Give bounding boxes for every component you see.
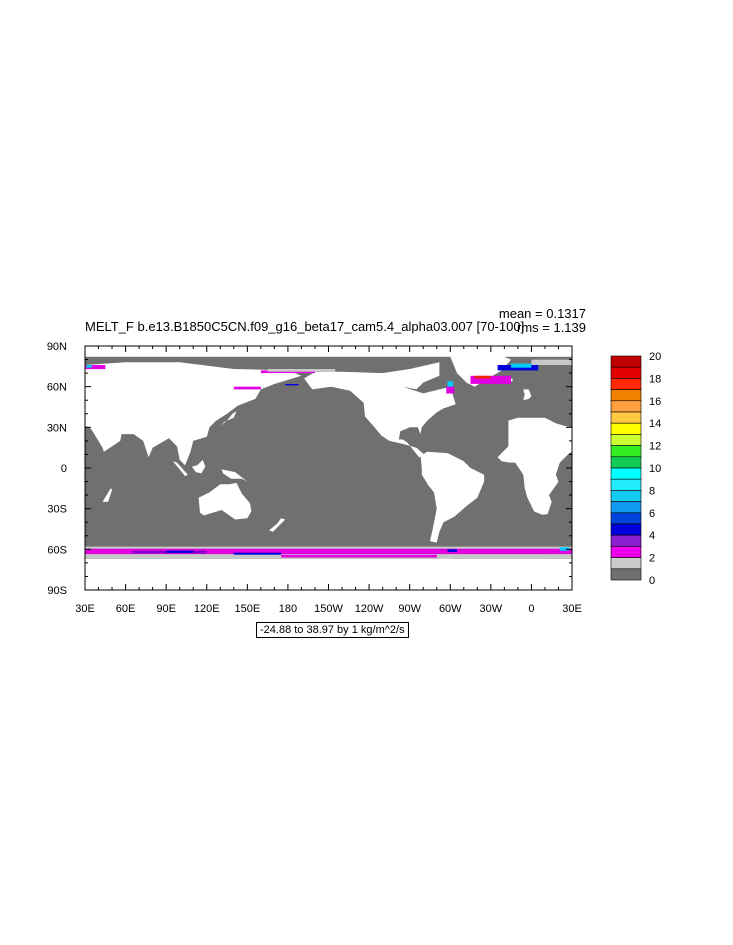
colorbar-label: 12 — [649, 441, 661, 453]
colorbar-swatch — [610, 422, 642, 435]
colorbar-label: 8 — [649, 485, 655, 497]
x-tick-label: 0 — [528, 603, 534, 615]
colorbar-label: 16 — [649, 396, 661, 408]
south-america-land — [420, 451, 485, 543]
colorbar-label: 18 — [649, 373, 661, 385]
southern-melt-blue-1 — [166, 550, 194, 553]
sea-ice-melt-field — [85, 359, 572, 559]
colorbar-swatch — [610, 434, 642, 446]
colorbar-label: 14 — [649, 418, 661, 430]
north-america-land — [304, 362, 456, 458]
north-melt-okhotsk — [233, 386, 261, 390]
southern-melt-band — [85, 548, 572, 555]
x-tick-label: 150E — [234, 603, 260, 615]
x-tick-label: 60W — [439, 603, 462, 615]
new-guinea-land — [221, 469, 248, 482]
colorbar-swatch — [610, 568, 642, 581]
colorbar-swatch — [610, 557, 642, 570]
weddell-ice — [463, 554, 545, 559]
north-ice-bering — [267, 369, 336, 372]
colorbar-swatch — [610, 389, 642, 402]
map-panel: 30E 60E 90E 120E 150E 180 150W 120W 90W 60W 30W 0 30… — [47, 341, 582, 615]
x-tick-label: 30E — [75, 603, 95, 615]
southern-melt-blue-3 — [447, 549, 457, 552]
y-tick-label: 90S — [47, 585, 67, 597]
north-melt-nordic-cyan — [511, 363, 532, 368]
colorbar-swatch — [610, 546, 642, 558]
britain-land — [523, 389, 532, 401]
colorbar-swatch — [610, 512, 642, 525]
australia-land — [198, 482, 252, 520]
japan-land — [220, 411, 237, 426]
x-tick-label: 120E — [194, 603, 220, 615]
colorbar-swatch — [610, 534, 642, 547]
colorbar-label: 2 — [649, 553, 655, 565]
x-tick-label: 30W — [480, 603, 503, 615]
y-tick-label: 90N — [47, 341, 67, 353]
southern-melt-ross — [281, 554, 437, 558]
north-melt-greenland-red — [474, 375, 491, 379]
x-tick-label: 90W — [398, 603, 421, 615]
north-melt-greenland-sea — [470, 375, 512, 384]
colorbar-swatch — [610, 445, 642, 458]
colorbar-label: 4 — [649, 530, 655, 542]
colorbar-swatch — [610, 478, 642, 491]
axis-ticks: 30E 60E 90E 120E 150E 180 150W 120W 90W 60W 30W 0 30… — [47, 341, 582, 615]
y-tick-label: 0 — [61, 463, 67, 475]
madagascar-land — [102, 488, 113, 502]
north-melt-barents — [85, 365, 106, 370]
colorbar-swatch — [610, 378, 642, 390]
colorbar-swatch — [610, 501, 642, 514]
north-melt-labrador — [446, 386, 455, 394]
north-melt-bering-blue — [285, 384, 299, 386]
colorbar-swatch — [610, 366, 642, 379]
colorbar-swatch — [610, 411, 642, 424]
colorbar-swatch — [610, 523, 642, 536]
sumatra-land — [172, 461, 188, 477]
colorbar-swatch — [610, 456, 642, 469]
x-tick-label: 180 — [279, 603, 297, 615]
colorbar-label: 0 — [649, 575, 655, 587]
contour-info-label: -24.88 to 38.97 by 1 kg/m^2/s — [256, 622, 409, 638]
borneo-land — [191, 459, 206, 474]
x-tick-label: 30E — [562, 603, 582, 615]
colorbar-swatch — [610, 400, 642, 413]
colorbar-label: 6 — [649, 508, 655, 520]
africa-land — [497, 417, 572, 515]
north-melt-bering — [260, 370, 315, 374]
north-melt-hudson-cyan — [447, 381, 453, 390]
north-ice-nordic — [531, 359, 572, 365]
y-tick-label: 60S — [47, 544, 67, 556]
x-tick-label: 60E — [116, 603, 136, 615]
colorbar-label: 20 — [649, 351, 661, 363]
north-melt-barents-cyan — [86, 365, 92, 368]
southern-melt-blue-2 — [233, 552, 282, 555]
y-tick-label: 30N — [47, 422, 67, 434]
y-tick-label: 60N — [47, 382, 67, 394]
plot-title: MELT_F b.e13.B1850C5CN.f09_g16_beta17_ca… — [85, 319, 524, 334]
x-tick-label: 120W — [355, 603, 384, 615]
greenland-land — [450, 354, 512, 387]
x-tick-label: 90E — [156, 603, 176, 615]
x-tick-label: 150W — [314, 603, 343, 615]
rms-stat: rms = 1.139 — [517, 320, 586, 335]
colorbar-swatch — [610, 490, 642, 502]
mean-stat: mean = 0.1317 — [499, 306, 586, 321]
new-zealand-land — [269, 518, 286, 532]
ross-sea-edge — [281, 557, 356, 559]
southern-melt-cyan — [559, 547, 570, 551]
colorbar-label: 10 — [649, 463, 661, 475]
colorbar-swatch — [610, 355, 642, 368]
y-tick-label: 30S — [47, 504, 67, 516]
colorbar-swatch — [610, 467, 642, 480]
